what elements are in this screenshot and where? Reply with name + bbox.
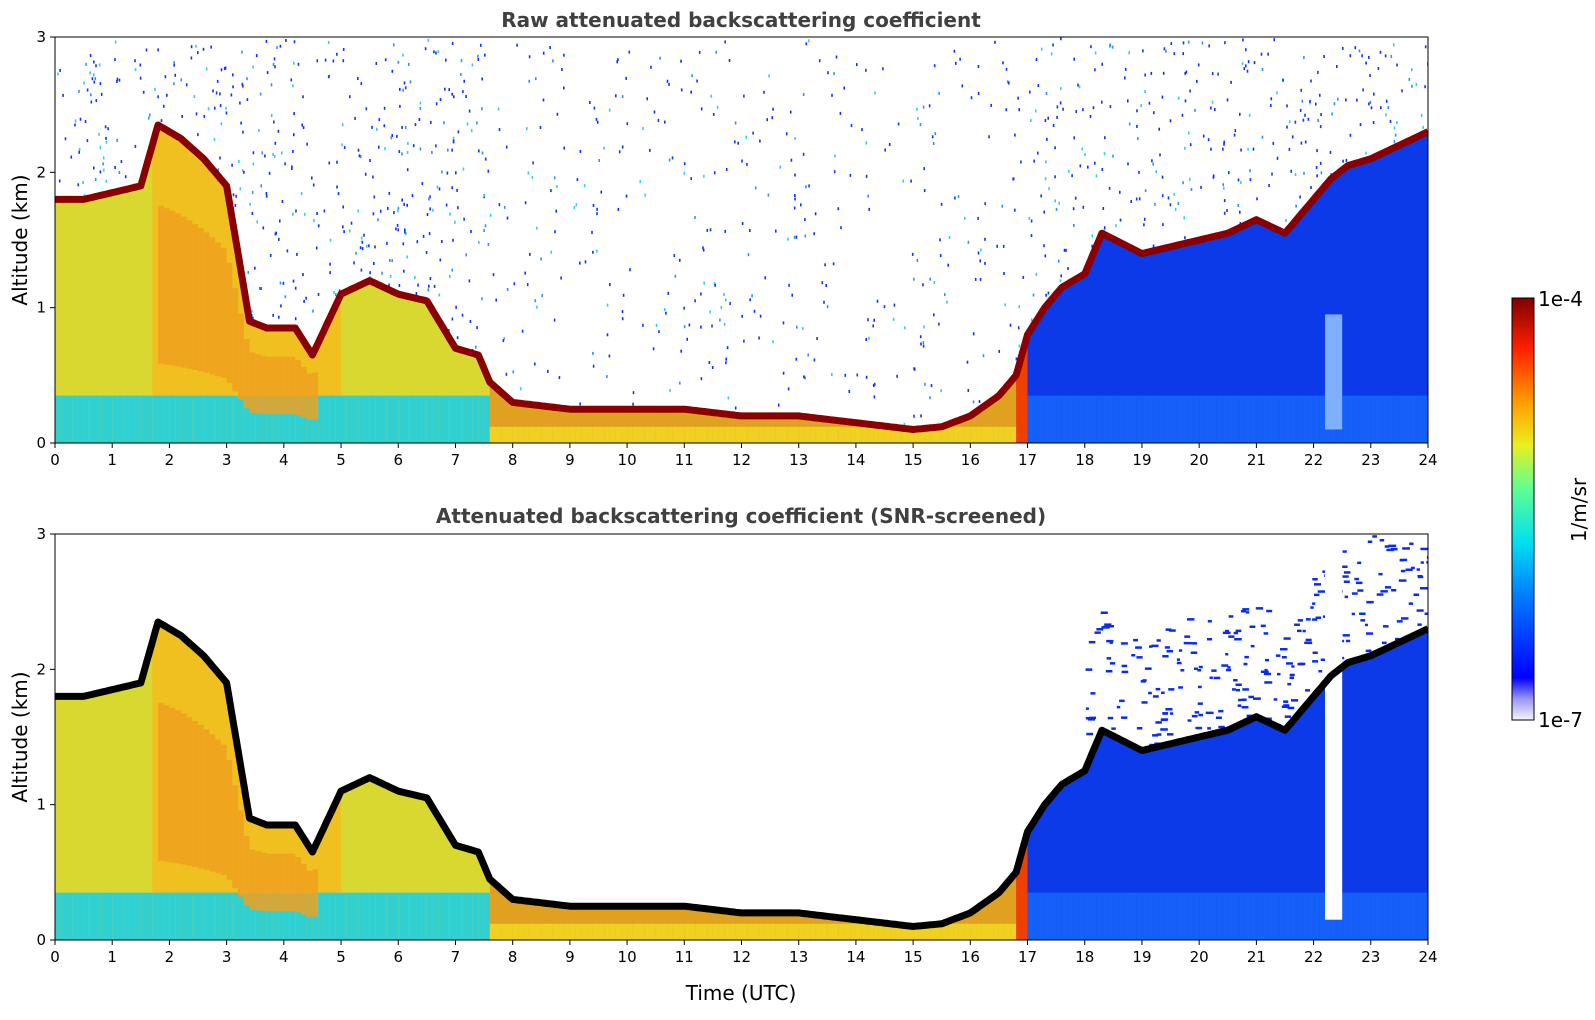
x-tick-label: 16 [961,451,980,469]
screened-fragments [1085,535,1428,749]
backscatter-field [55,37,1428,443]
x-tick-label: 21 [1247,948,1266,966]
chart-panel-screened: Attenuated backscattering coefficient (S… [8,504,1438,1005]
x-tick-label: 6 [393,451,403,469]
x-tick-label: 3 [222,451,232,469]
x-tick-label: 1 [107,451,117,469]
x-tick-label: 12 [732,451,751,469]
x-tick-label: 9 [565,948,575,966]
y-tick-label: 0 [36,931,46,949]
y-tick-label: 2 [36,163,46,181]
x-tick-label: 19 [1132,948,1151,966]
x-tick-label: 21 [1247,451,1266,469]
x-tick-label: 18 [1075,451,1094,469]
x-tick-label: 8 [508,451,518,469]
x-tick-label: 7 [451,948,461,966]
colorbar: 1e-4 1e-7 1/m/sr [1511,287,1591,732]
aerosol-columns [55,623,1428,940]
x-tick-label: 12 [732,948,751,966]
y-tick-label: 1 [36,796,46,814]
backscatter-field [55,534,1428,940]
x-tick-label: 23 [1361,451,1380,469]
x-tick-label: 15 [904,948,923,966]
x-tick-label: 22 [1304,451,1323,469]
y-axis-label: Altitude (km) [8,671,32,802]
x-tick-label: 18 [1075,948,1094,966]
y-tick-label: 3 [36,28,46,46]
x-tick-label: 10 [618,451,637,469]
y-axis-ticks: 0 1 2 3 [36,28,55,452]
colorbar-gradient [1511,297,1535,721]
colorbar-label: 1/m/sr [1567,477,1591,542]
layer-top-line [55,121,1428,433]
x-tick-label: 0 [50,451,60,469]
x-tick-label: 17 [1018,948,1037,966]
chart-title: Attenuated backscattering coefficient (S… [436,504,1046,528]
x-tick-label: 5 [336,451,346,469]
x-tick-label: 5 [336,948,346,966]
x-tick-label: 17 [1018,451,1037,469]
x-axis-ticks: 0 1 2 3 4 5 6 7 8 9 10 11 12 13 14 15 16 17 18 19 20 21 22 23 24 [50,443,1438,469]
x-tick-label: 13 [789,451,808,469]
x-tick-label: 15 [904,451,923,469]
x-tick-label: 16 [961,948,980,966]
x-tick-label: 7 [451,451,461,469]
y-axis-ticks: 0 1 2 3 [36,525,55,949]
x-tick-label: 1 [107,948,117,966]
x-tick-label: 11 [675,451,694,469]
aerosol-columns [55,126,1428,443]
colorbar-min-label: 1e-7 [1538,708,1583,732]
x-tick-label: 14 [846,451,865,469]
x-tick-label: 20 [1190,948,1209,966]
x-tick-label: 24 [1418,451,1437,469]
y-tick-label: 2 [36,660,46,678]
y-tick-label: 1 [36,299,46,317]
x-tick-label: 19 [1132,451,1151,469]
x-tick-label: 14 [846,948,865,966]
x-tick-label: 2 [165,451,175,469]
x-tick-label: 8 [508,948,518,966]
x-tick-label: 3 [222,948,232,966]
x-tick-label: 22 [1304,948,1323,966]
x-tick-label: 20 [1190,451,1209,469]
x-tick-label: 10 [618,948,637,966]
colorbar-max-label: 1e-4 [1538,287,1583,311]
chart-title: Raw attenuated backscattering coefficien… [501,8,981,32]
data-gap [1325,314,1343,430]
x-tick-label: 11 [675,948,694,966]
x-tick-label: 2 [165,948,175,966]
layer-top-line [55,618,1428,930]
x-tick-label: 13 [789,948,808,966]
y-tick-label: 0 [36,434,46,452]
x-tick-label: 24 [1418,948,1437,966]
x-axis-label: Time (UTC) [685,981,797,1005]
x-tick-label: 0 [50,948,60,966]
x-axis-ticks: 0 1 2 3 4 5 6 7 8 9 10 11 12 13 14 15 16 17 18 19 20 21 22 23 24 [50,940,1438,966]
x-tick-label: 23 [1361,948,1380,966]
x-tick-label: 4 [279,948,289,966]
y-tick-label: 3 [36,525,46,543]
y-axis-label: Altitude (km) [8,174,32,305]
x-tick-label: 9 [565,451,575,469]
x-tick-label: 4 [279,451,289,469]
data-gap [1325,534,1343,920]
x-tick-label: 6 [393,948,403,966]
chart-panel-raw: Raw attenuated backscattering coefficien… [8,8,1438,469]
